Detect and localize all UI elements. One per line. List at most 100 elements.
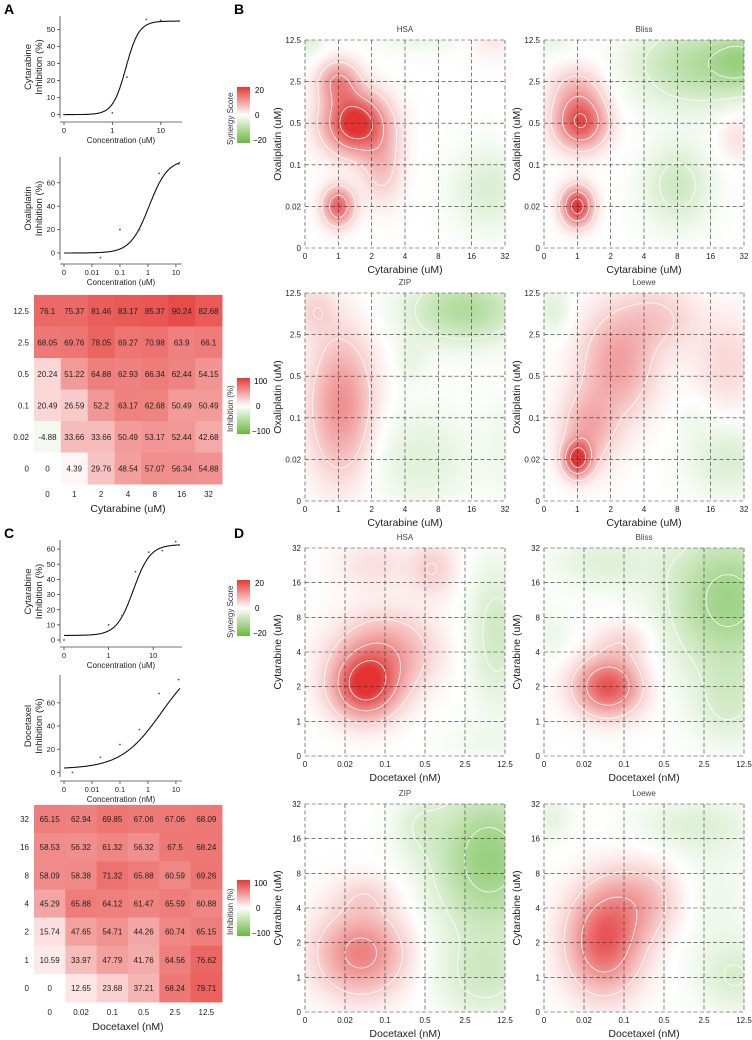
a-inhibition-matrix-cell (87, 421, 116, 453)
a-inhibition-matrix-cell-value: 54.15 (199, 370, 220, 379)
a-cyt-dose-x-tick-label: 0 (62, 126, 66, 135)
b-zip-x-tick-label: 16 (467, 505, 476, 514)
d-loewe-chart: 0 0.02 0.1 0.5 2.5 12.5 0 1 2 4 8 16 32 Loewe Docetaxe… (511, 789, 752, 1040)
c-inhibition-matrix-cell-value: 71.32 (102, 871, 123, 880)
d-bliss-x-tick-label: 2.5 (698, 760, 710, 769)
c-doc-dose-y-tick-label: 60 (47, 698, 55, 707)
d-hsa-y-label: Cytarabine (uM) (272, 614, 284, 689)
c-cyt-dose-data-point (147, 551, 150, 554)
c-inhibition-matrix-y-tick-label: 16 (20, 843, 29, 852)
c-doc-dose-y-tick-label: 20 (47, 745, 55, 754)
synergy-legend-min: −20 (253, 136, 267, 145)
a-inhibition-matrix-cell-value: 83.17 (118, 307, 139, 316)
b-loewe-y-tick-label: 0.5 (529, 372, 541, 381)
a-oxa-dose-data-point (71, 252, 74, 254)
d-bliss-contour (705, 574, 745, 627)
c-doc-dose-x-tick-label: 0.1 (115, 785, 125, 794)
a-oxa-dose-data-point (99, 256, 102, 259)
b-loewe-x-tick-label: 1 (575, 505, 580, 514)
b-loewe-x-label: Cytarabine (uM) (606, 517, 681, 529)
c-doc-dose-data-point (158, 692, 160, 695)
b-zip-x-tick-label: 4 (403, 505, 408, 514)
c-inhibition-matrix-cell (65, 917, 98, 947)
a-inhibition-matrix-cell-value: 62.68 (145, 401, 166, 410)
panel-label-d: D (234, 525, 244, 541)
c-inhibition-matrix-cell-value: 37.21 (134, 984, 155, 993)
d-zip-x-tick-label: 0 (303, 1016, 308, 1025)
b-zip-x-tick-label: 32 (501, 505, 510, 514)
a-inhibition-matrix-cell-value: 50.49 (172, 401, 193, 410)
d-hsa-x-tick-label: 0.5 (419, 760, 431, 769)
d-loewe-y-tick-label: 32 (531, 800, 540, 809)
c-inhibition-matrix-cell (159, 917, 192, 947)
a-oxa-dose-y-label-line: Oxaliplatin (23, 186, 34, 230)
a-inhibition-matrix-y-tick-label: 0.5 (18, 370, 30, 379)
b-loewe-x-tick-label: 16 (706, 505, 715, 514)
c-inhibition-matrix-y-tick-label: 4 (25, 900, 30, 909)
a-inhibition-matrix-cell (114, 295, 142, 327)
c-inhibition-matrix-cell-value: 58.09 (40, 871, 61, 880)
b-zip-chart: 0 1 2 4 8 16 32 0 0.02 0.1 0.5 2.5 12.5 ZIP Cytarabine… (272, 278, 510, 529)
c-cyt-dose-x-tick-label: 1 (106, 651, 110, 660)
c-cyt-dose-y-label-line: Cytarabine (23, 569, 34, 615)
c-inhibition-matrix-cell-value: 62.94 (71, 815, 92, 824)
a-cyt-dose-data-point (174, 20, 177, 22)
d-hsa-y-tick-label: 4 (297, 648, 302, 657)
d-loewe-title: Loewe (632, 789, 656, 798)
c-inhibition-matrix-cell (65, 805, 98, 834)
b-zip-y-tick-label: 12.5 (285, 289, 301, 298)
c-inhibition-matrix-cell (34, 973, 66, 1003)
c-doc-dose-x-tick-label: 0.01 (85, 785, 100, 794)
d-bliss-y-tick-label: 4 (536, 648, 541, 657)
c-inhibition-matrix-cell-value: 15.74 (40, 928, 61, 937)
a-inhibition-matrix-cell (114, 326, 142, 359)
c-cyt-dose-y-tick-label: 10 (47, 620, 55, 629)
c-cyt-dose-y-tick-label: 30 (47, 590, 55, 599)
inhibition-legend-top: Inhibition (%) 100 0 −100 (226, 377, 271, 436)
b-loewe-y-label: Oxaliplatin (uM) (511, 360, 523, 434)
a-cyt-dose-y-tick-label: 0 (51, 110, 55, 119)
inhibition-legend-bottom: Inhibition (%) 100 0 −100 (226, 879, 271, 938)
synergy-legend-max: 20 (255, 86, 264, 95)
d-hsa-x-tick-label: 2.5 (459, 760, 471, 769)
c-inhibition-matrix-cell-value: 65.88 (71, 900, 92, 909)
c-inhibition-matrix-cell-value: 41.76 (134, 956, 155, 965)
c-inhibition-matrix-cell-value: 10.59 (40, 956, 61, 965)
c-inhibition-matrix-cell (128, 833, 160, 862)
c-inhibition-matrix-cell-value: 65.59 (165, 900, 186, 909)
b-hsa-y-label: Oxaliplatin (uM) (272, 107, 284, 181)
d-zip-y-tick-label: 4 (297, 904, 302, 913)
a-inhibition-matrix-cell (195, 358, 223, 390)
d-loewe-y-tick-label: 1 (536, 973, 541, 982)
c-cyt-dose-y-label-line: Inhibition (%) (34, 564, 45, 619)
d-zip-y-tick-label: 16 (292, 835, 301, 844)
b-hsa-y-tick-label: 12.5 (285, 36, 301, 45)
d-bliss-contour (586, 666, 630, 706)
c-inhibition-matrix-cell (128, 917, 160, 947)
c-cyt-dose-data-point (121, 614, 123, 617)
a-inhibition-matrix-cell-value: 53.17 (145, 433, 166, 442)
d-hsa-y-tick-label: 1 (297, 717, 302, 726)
a-inhibition-matrix-cell-value: 90.24 (172, 307, 193, 316)
b-bliss-contour (550, 75, 610, 230)
c-inhibition-matrix-cell-value: 65.15 (40, 815, 61, 824)
a-inhibition-matrix-cell-value: 81.46 (91, 307, 112, 316)
b-bliss-y-tick-label: 0.02 (524, 202, 540, 211)
c-inhibition-matrix-cell (96, 805, 129, 834)
inhibition-legend-min-2: −100 (252, 929, 271, 938)
d-zip-y-label: Cytarabine (uM) (272, 870, 284, 945)
a-inhibition-matrix-x-tick-label: 0 (45, 490, 50, 499)
c-cyt-dose-fit-curve (64, 544, 180, 636)
a-inhibition-matrix-cell (60, 421, 89, 453)
c-inhibition-matrix-cell (190, 973, 223, 1003)
c-inhibition-matrix-cell-value: 23.68 (102, 984, 123, 993)
b-hsa-y-tick-label: 0.5 (290, 119, 302, 128)
a-cyt-dose-y-tick-label: 20 (47, 76, 55, 85)
c-inhibition-matrix-cell-value: 47.79 (102, 956, 123, 965)
a-inhibition-matrix-cell (114, 358, 142, 390)
a-inhibition-matrix-x-tick-label: 16 (177, 490, 186, 499)
b-hsa-contour (339, 105, 373, 140)
c-inhibition-matrix-cell-value: 45.29 (40, 900, 61, 909)
d-loewe-x-tick-label: 12.5 (736, 1016, 752, 1025)
d-bliss-x-tick-label: 0.5 (658, 760, 670, 769)
